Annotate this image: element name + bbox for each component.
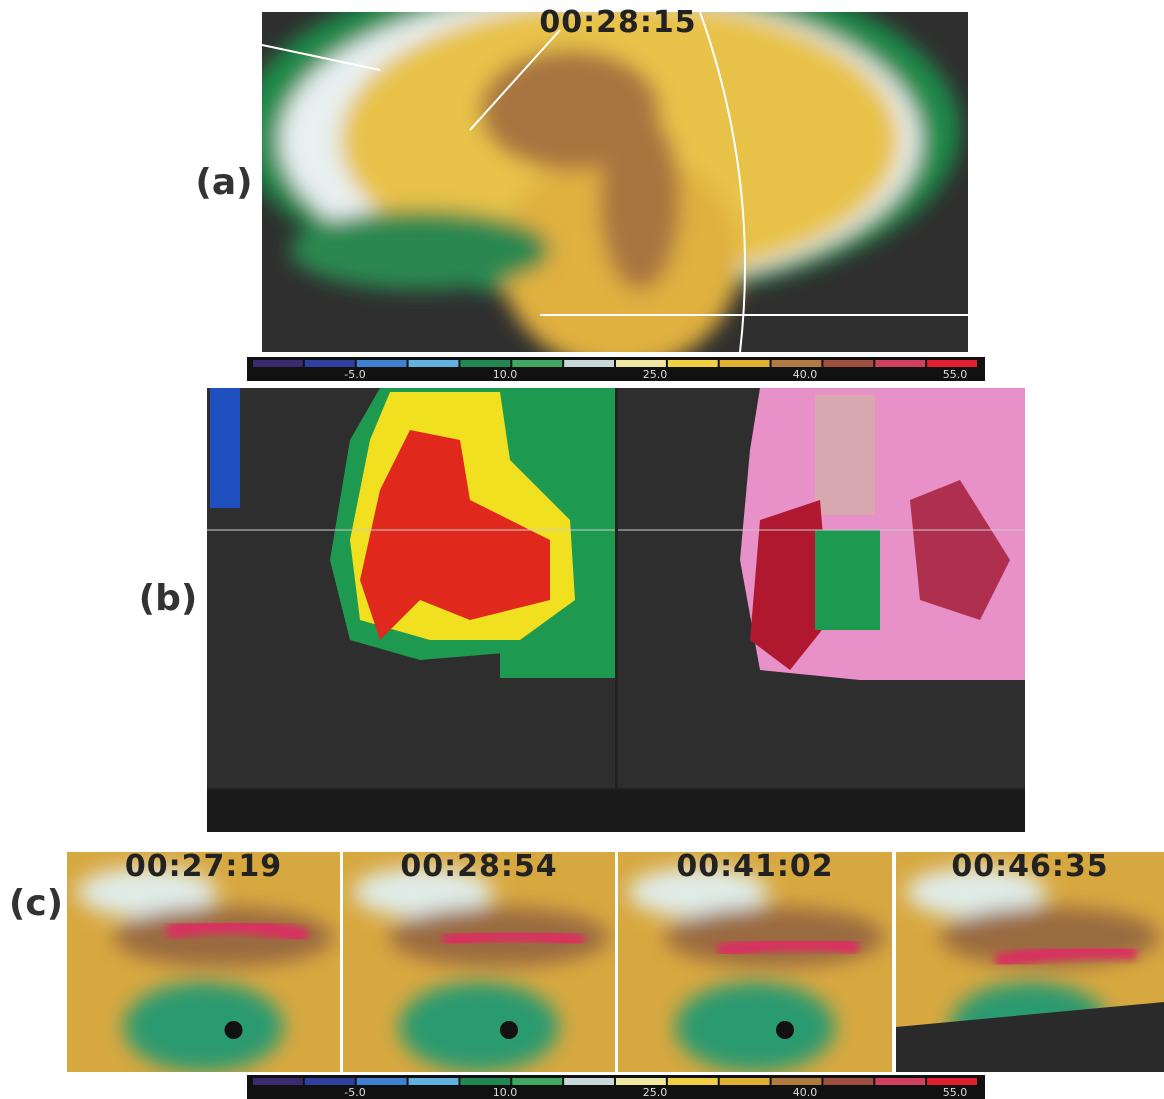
echo-pink — [718, 943, 858, 952]
marker — [500, 1021, 518, 1039]
echo-green — [399, 982, 559, 1072]
colorbar-swatch — [668, 1078, 718, 1085]
colorbar-swatch — [772, 1078, 822, 1085]
colorbar-swatch — [512, 360, 562, 367]
colorbar-label: 40.0 — [793, 1086, 818, 1099]
colorbar-swatch — [253, 360, 303, 367]
colorbar-swatch — [616, 360, 666, 367]
colorbar-swatch — [253, 1078, 303, 1085]
time-label: 00:27:19 — [125, 849, 282, 884]
colorbar-swatch — [720, 1078, 770, 1085]
radar-subpanel — [896, 852, 1164, 1072]
radar-panel-b-left — [207, 388, 615, 788]
colorbar-swatch — [823, 360, 873, 367]
colorbar-swatch — [616, 1078, 666, 1085]
colorbar-label: 40.0 — [793, 368, 818, 381]
colorbar: -5.0 10.0 25.0 40.0 55.0 — [247, 357, 985, 381]
radar-subpanel — [67, 852, 340, 1072]
time-label: 00:28:54 — [400, 849, 557, 884]
colorbar-label: 25.0 — [643, 368, 668, 381]
figure: 00:28:15 (a) -5.0 10.0 25.0 40.0 55.0 (b) 00… — [0, 0, 1164, 1099]
colorbar-label: -5.0 — [344, 1086, 365, 1099]
time-label: 00:41:02 — [676, 849, 833, 884]
marker — [225, 1021, 243, 1039]
echo-green — [124, 982, 284, 1072]
time-label: 00:46:35 — [951, 849, 1108, 884]
colorbar-swatch — [305, 360, 355, 367]
colorbar-label: 10.0 — [493, 1086, 518, 1099]
colorbar-swatch — [357, 1078, 407, 1085]
radar-panel-b-right — [618, 388, 1025, 788]
radar-subpanel — [618, 852, 892, 1072]
echo-green — [675, 982, 835, 1072]
colorbar-swatch — [357, 360, 407, 367]
colorbar-label: 10.0 — [493, 368, 518, 381]
colorbar-swatch — [927, 1078, 977, 1085]
radar-subpanel — [343, 852, 615, 1072]
radar-panel-c: 00:27:19 00:28:54 00:41:02 00:46:35 — [67, 849, 1164, 1072]
colorbar-label: 55.0 — [943, 368, 968, 381]
colorbar-swatch — [823, 1078, 873, 1085]
panel-label: (a) — [195, 162, 252, 203]
marker — [776, 1021, 794, 1039]
colorbar-swatch — [409, 1078, 459, 1085]
colorbar-swatch — [512, 1078, 562, 1085]
panel-label: (c) — [9, 883, 63, 924]
colorbar-swatch — [409, 360, 459, 367]
colorbar-swatch — [668, 360, 718, 367]
colorbar-swatch — [460, 360, 510, 367]
colorbar-swatch — [875, 360, 925, 367]
time-label: 00:28:15 — [539, 5, 696, 40]
colorbar-swatch — [720, 360, 770, 367]
colorbar-label: 25.0 — [643, 1086, 668, 1099]
panel-b-info — [207, 790, 1025, 832]
colorbar-swatch — [927, 360, 977, 367]
colorbar-swatch — [460, 1078, 510, 1085]
echo-pink — [443, 935, 583, 943]
colorbar-label: -5.0 — [344, 368, 365, 381]
colorbar-label: 55.0 — [943, 1086, 968, 1099]
colorbar-swatch — [305, 1078, 355, 1085]
colorbar-swatch — [772, 360, 822, 367]
colorbar-swatch — [564, 360, 614, 367]
colorbar: -5.0 10.0 25.0 40.0 55.0 — [247, 1075, 985, 1099]
panel-label: (b) — [139, 578, 198, 619]
colorbar-swatch — [564, 1078, 614, 1085]
colorbar-swatch — [875, 1078, 925, 1085]
radar-panel-a — [240, 0, 968, 370]
